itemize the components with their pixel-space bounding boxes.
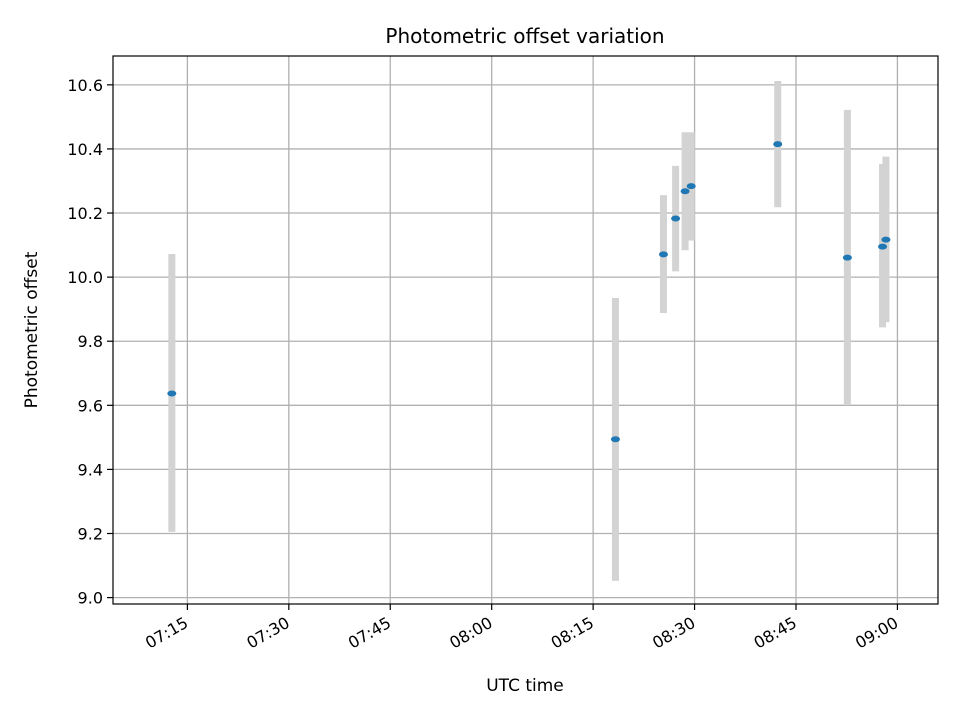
data-point [881, 236, 891, 243]
data-point [878, 243, 888, 250]
data-point [680, 188, 690, 195]
data-points [167, 141, 891, 443]
chart-title: Photometric offset variation [385, 24, 664, 48]
y-tick-label: 10.0 [67, 268, 103, 287]
data-point [671, 215, 681, 222]
y-tick-label: 9.2 [78, 524, 103, 543]
y-tick-label: 9.6 [78, 396, 103, 415]
y-tick-label: 10.4 [67, 140, 103, 159]
data-point [686, 183, 696, 190]
data-point [167, 390, 177, 397]
data-point [773, 141, 783, 148]
y-tick-label: 10.2 [67, 204, 103, 223]
y-tick-label: 10.6 [67, 76, 103, 95]
data-point [610, 436, 620, 443]
x-axis-label: UTC time [486, 676, 564, 696]
y-tick-label: 9.4 [78, 460, 103, 479]
y-tick-label: 9.0 [78, 589, 103, 608]
data-point [658, 251, 668, 258]
y-tick-label: 9.8 [78, 332, 103, 351]
plot-frame [112, 55, 939, 605]
data-point [842, 254, 852, 261]
y-axis-label: Photometric offset [22, 251, 42, 408]
